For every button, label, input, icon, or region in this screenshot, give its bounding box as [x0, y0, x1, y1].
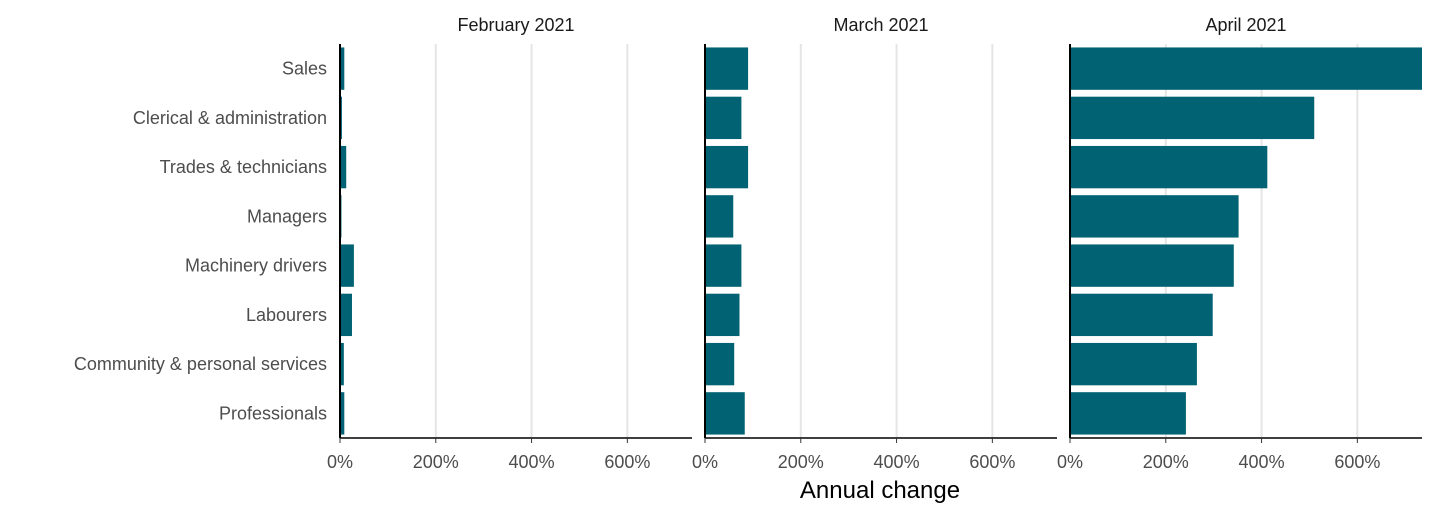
category-label: Professionals [219, 403, 327, 423]
bar [340, 342, 344, 386]
category-label: Sales [282, 59, 327, 79]
bar [705, 47, 749, 90]
bar [340, 293, 352, 337]
bar [705, 392, 745, 435]
facet-panel: April 2021 0% 200% 400% 600% [1057, 15, 1422, 472]
bar [1070, 195, 1239, 238]
bar [340, 145, 347, 189]
x-tick-label: 0% [692, 452, 718, 472]
bar [340, 47, 345, 90]
facet-panel: February 2021 0% 200% 400% 600% [327, 15, 692, 472]
bar [340, 392, 345, 435]
bar [705, 244, 742, 287]
x-tick-label: 0% [1057, 452, 1083, 472]
chart-panels: February 2021 0% 200% 400% 600% March 2021 0% 2… [327, 15, 1422, 472]
bar [1070, 47, 1422, 90]
facet-title: April 2021 [1205, 15, 1286, 35]
facet-title: February 2021 [457, 15, 574, 35]
x-tick-label: 200% [1143, 452, 1189, 472]
x-tick-label: 400% [509, 452, 555, 472]
category-labels: Sales Clerical & administration Trades & t… [74, 59, 327, 424]
bar [1070, 96, 1315, 140]
x-tick-label: 200% [413, 452, 459, 472]
category-label: Community & personal services [74, 354, 327, 374]
x-tick-label: 600% [969, 452, 1015, 472]
bar [1070, 342, 1197, 386]
facet-panel: March 2021 0% 200% 400% 600% [692, 15, 1057, 472]
bar [1070, 244, 1234, 287]
x-tick-label: 400% [1239, 452, 1285, 472]
category-label: Labourers [246, 305, 327, 325]
bar [1070, 392, 1186, 435]
x-tick-label: 600% [1334, 452, 1380, 472]
bar [705, 96, 742, 140]
facet-title: March 2021 [833, 15, 928, 35]
bar [705, 342, 735, 386]
bar [705, 145, 749, 189]
category-label: Machinery drivers [185, 256, 327, 276]
category-label: Managers [247, 206, 327, 226]
bar [705, 195, 734, 238]
x-axis-title: Annual change [800, 477, 960, 504]
x-tick-label: 200% [778, 452, 824, 472]
category-label: Trades & technicians [160, 157, 327, 177]
category-label: Clerical & administration [133, 108, 327, 128]
x-tick-label: 400% [874, 452, 920, 472]
bar [340, 244, 354, 287]
bar [1070, 145, 1268, 189]
bar [1070, 293, 1213, 337]
x-tick-label: 600% [604, 452, 650, 472]
x-tick-label: 0% [327, 452, 353, 472]
bar [705, 293, 740, 337]
